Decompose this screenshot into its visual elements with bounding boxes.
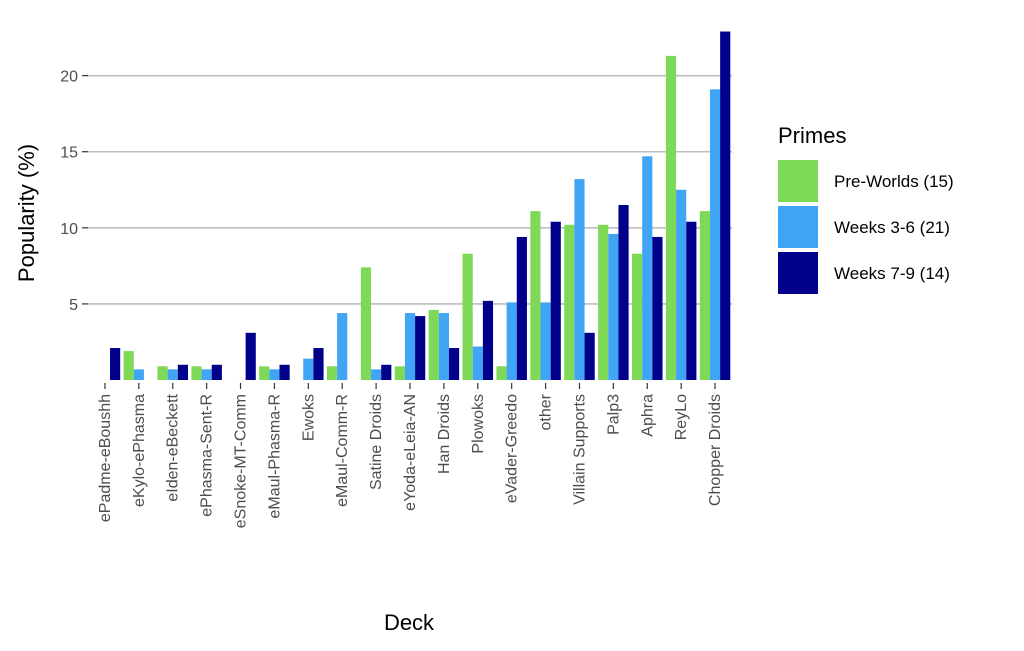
- bar: [337, 313, 348, 380]
- bar: [720, 31, 731, 381]
- bar: [652, 236, 663, 380]
- bar: [303, 358, 314, 380]
- bar: [326, 366, 338, 380]
- x-tick-label: eMaul-Comm-R: [334, 394, 351, 507]
- bar: [608, 233, 619, 380]
- bar: [259, 366, 270, 380]
- x-tick-label: Palp3: [605, 394, 622, 435]
- y-tick-label: 20: [60, 69, 78, 86]
- y-tick-label: 5: [69, 297, 78, 314]
- bar: [191, 366, 202, 380]
- bar: [110, 348, 121, 380]
- bar: [462, 253, 473, 380]
- legend-label: Weeks 7-9 (14): [834, 264, 950, 283]
- bar: [506, 302, 517, 380]
- bar: [472, 346, 483, 380]
- bar: [428, 310, 439, 380]
- bar: [540, 302, 551, 380]
- x-tick-label: eYoda-eLeia-AN: [402, 394, 419, 511]
- x-tick-label: ePhasma-Sent-R: [199, 394, 216, 517]
- y-axis: 5 10 15 20: [60, 69, 88, 314]
- bar: [211, 364, 222, 380]
- bar: [686, 221, 697, 380]
- x-axis: ePadme-eBoushh eKylo-ePhasma eIden-eBecket…: [97, 383, 724, 528]
- x-tick-label: Aphra: [639, 394, 656, 437]
- bar: [167, 369, 178, 380]
- bar: [201, 369, 212, 380]
- bar: [699, 211, 710, 380]
- bar: [642, 156, 653, 380]
- bar: [360, 267, 372, 380]
- bar: [123, 351, 134, 380]
- x-tick-label: Ewoks: [300, 394, 317, 441]
- x-tick-label: Chopper Droids: [707, 394, 724, 506]
- bar: [313, 348, 324, 380]
- y-tick-label: 15: [60, 145, 78, 162]
- x-tick-label: eIden-eBeckett: [165, 393, 182, 501]
- x-tick-label: Villain Supports: [571, 394, 588, 505]
- bar: [632, 253, 643, 380]
- bar: [618, 205, 629, 380]
- bar: [371, 369, 382, 380]
- bar: [598, 224, 609, 380]
- x-axis-title: Deck: [384, 610, 435, 635]
- legend-title: Primes: [778, 123, 846, 148]
- bar: [157, 366, 168, 380]
- x-tick-label: other: [538, 393, 555, 430]
- legend-label: Weeks 3-6 (21): [834, 218, 950, 237]
- legend-key: [778, 252, 818, 294]
- bar: [709, 89, 721, 380]
- bar: [496, 366, 507, 380]
- bar: [279, 364, 290, 380]
- x-tick-label: eVader-Greedo: [504, 394, 521, 503]
- x-tick-label: eKylo-ePhasma: [131, 394, 148, 507]
- bar: [516, 236, 527, 380]
- x-tick-label: ePadme-eBoushh: [97, 394, 114, 522]
- bar: [665, 55, 677, 380]
- bar: [676, 189, 687, 380]
- bar: [482, 300, 494, 380]
- y-axis-title: Popularity (%): [14, 144, 39, 282]
- bar: [530, 211, 541, 380]
- x-tick-label: Satine Droids: [368, 394, 385, 490]
- x-tick-label: eMaul-Phasma-R: [266, 394, 283, 518]
- legend-label: Pre-Worlds (15): [834, 172, 954, 191]
- y-tick-label: 10: [60, 221, 78, 238]
- bar: [394, 366, 405, 380]
- legend-key: [778, 160, 818, 202]
- x-tick-label: ReyLo: [673, 394, 690, 440]
- bar: [438, 313, 449, 380]
- bars: [110, 31, 731, 381]
- legend: Primes Pre-Worlds (15) Weeks 3-6 (21) Week…: [778, 123, 954, 294]
- bar: [415, 316, 426, 380]
- legend-key: [778, 206, 818, 248]
- bar: [404, 313, 416, 380]
- bar: [584, 332, 595, 380]
- bar: [245, 332, 256, 380]
- bar: [448, 348, 460, 380]
- x-tick-label: Plowoks: [470, 394, 487, 454]
- bar: [269, 369, 280, 380]
- x-tick-label: Han Droids: [436, 394, 453, 474]
- bar: [381, 364, 392, 380]
- bar: [550, 221, 561, 380]
- x-tick-label: eSnoke-MT-Comm: [233, 394, 250, 528]
- bar: [133, 369, 144, 380]
- bar: [177, 364, 188, 380]
- bar: [564, 224, 575, 380]
- bar: [574, 179, 585, 380]
